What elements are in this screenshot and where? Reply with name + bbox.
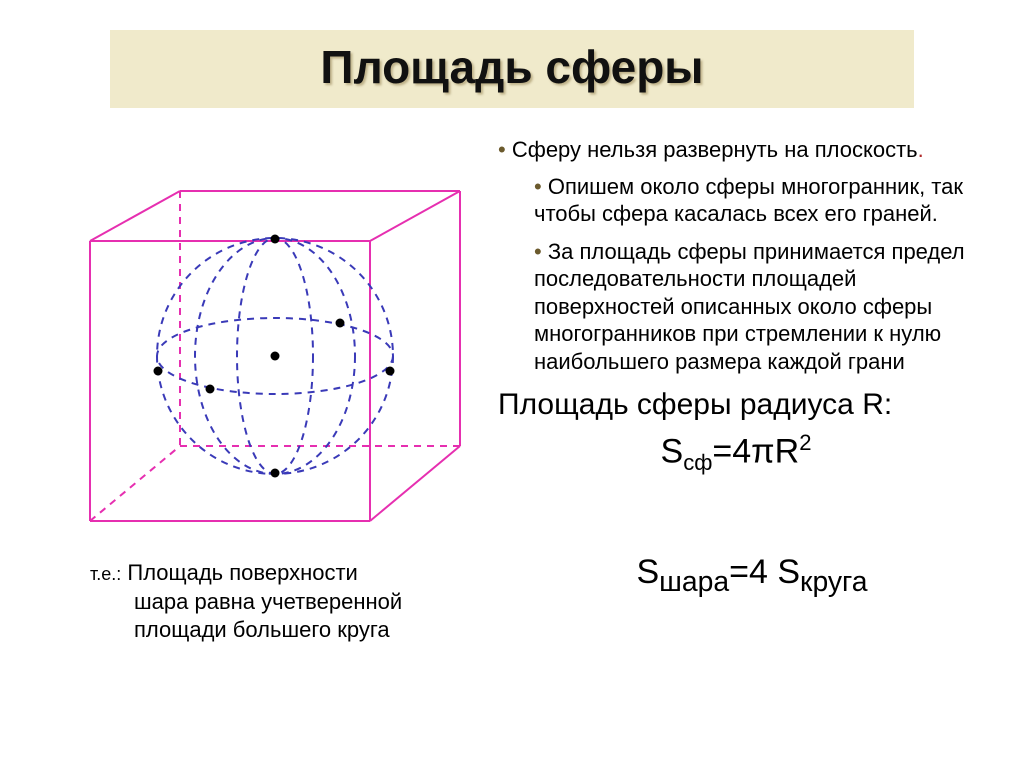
- slide: Площадь сферы • Сферу нельзя развернуть …: [0, 0, 1024, 767]
- formula-sup-2: 2: [799, 430, 811, 455]
- formula-mid: =4πR: [712, 432, 799, 470]
- bullet-dot-icon: •: [534, 239, 548, 264]
- caption-line3: площади большего круга: [134, 616, 530, 645]
- f2-mid: =4 S: [729, 553, 800, 591]
- f2-sub-ball: шара: [659, 566, 729, 598]
- caption-block: т.е.: Площадь поверхности шара равна уче…: [50, 545, 530, 645]
- bullet-main-period: .: [918, 137, 924, 162]
- text-column: • Сферу нельзя развернуть на плоскость. …: [498, 136, 974, 551]
- formula-sub-sf: сф: [683, 450, 712, 475]
- bullet-main: • Сферу нельзя развернуть на плоскость.: [498, 136, 974, 165]
- page-title: Площадь сферы: [110, 40, 914, 94]
- sub-bullet-2: • За площадь сферы принимается предел по…: [534, 238, 974, 376]
- caption-line1: Площадь поверхности: [121, 560, 358, 585]
- caption-line2: шара равна учетверенной: [134, 588, 530, 617]
- sub-bullet-1: • Опишем около сферы многогранник, так ч…: [534, 173, 974, 228]
- caption: т.е.: Площадь поверхности шара равна уче…: [90, 559, 530, 645]
- diagram-column: [50, 136, 480, 551]
- sphere-in-cube-diagram: [60, 181, 470, 551]
- f2-S: S: [636, 553, 659, 591]
- sub1-black: многогран: [781, 174, 885, 199]
- formula-sphere-area: Sсф=4πR2: [498, 430, 974, 476]
- formula-ball-vs-circle: Sшара=4 Sкруга: [530, 553, 974, 599]
- sub2-text: За площадь сферы принимается предел посл…: [534, 239, 965, 374]
- formula-title: Площадь сферы радиуса R:: [498, 385, 974, 424]
- caption-prefix: т.е.:: [90, 564, 121, 584]
- sub1-prefix: Опишем около сферы: [548, 174, 781, 199]
- formula2-block: Sшара=4 Sкруга: [530, 545, 974, 599]
- title-band: Площадь сферы: [110, 30, 914, 108]
- bullet-main-text: Сферу нельзя развернуть на плоскость: [512, 137, 918, 162]
- bottom-row: т.е.: Площадь поверхности шара равна уче…: [50, 545, 974, 645]
- bullet-dot-icon: •: [534, 174, 548, 199]
- content-row: • Сферу нельзя развернуть на плоскость. …: [50, 136, 974, 551]
- formula-S: S: [661, 432, 684, 470]
- f2-sub-circle: круга: [800, 566, 867, 598]
- bullet-dot-icon: •: [498, 137, 512, 162]
